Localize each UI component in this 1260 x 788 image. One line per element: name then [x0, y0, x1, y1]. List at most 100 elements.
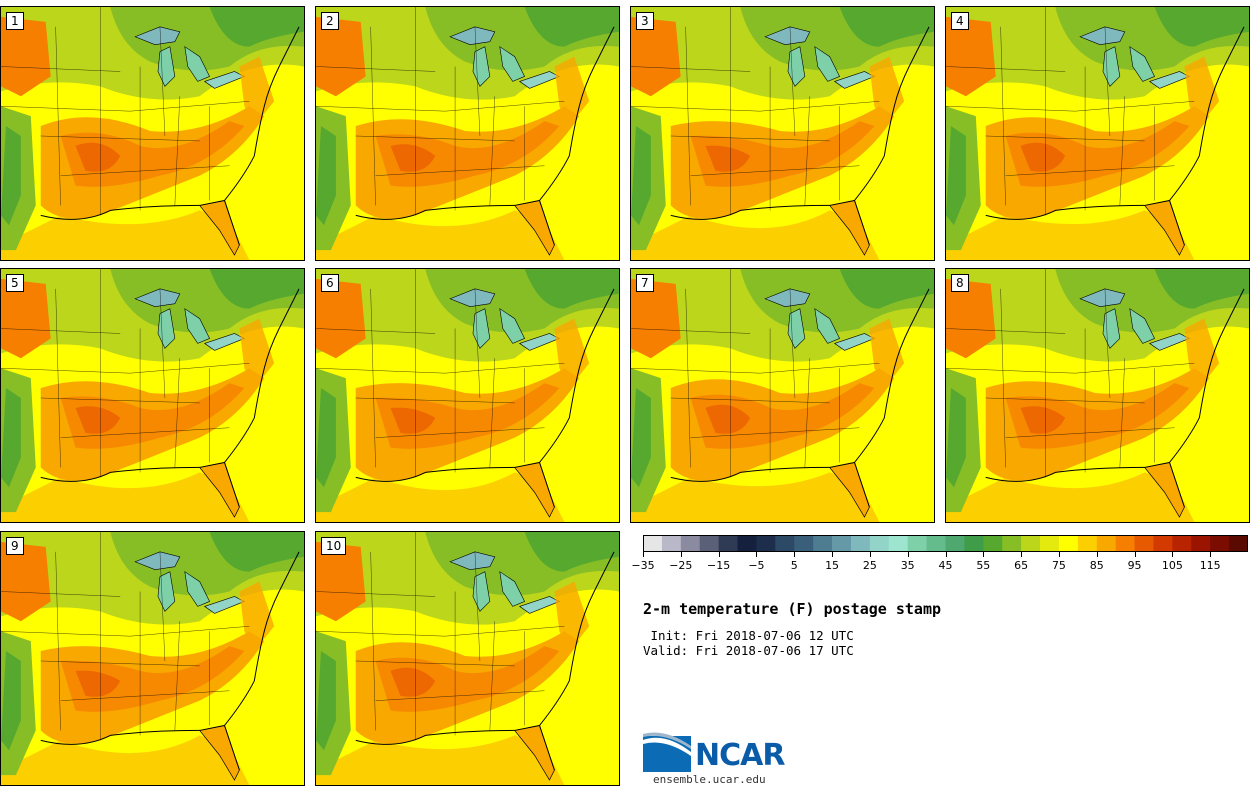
ensemble-member-panel[interactable]: 7 [630, 268, 935, 523]
colorbar-swatch [737, 535, 757, 552]
valid-time: Valid: Fri 2018-07-06 17 UTC [643, 643, 854, 658]
colorbar-swatch [813, 535, 833, 552]
colorbar-tick-mark [1210, 552, 1212, 557]
member-number-label: 4 [951, 12, 969, 30]
colorbar-swatch [1172, 535, 1192, 552]
colorbar-tick-mark [832, 552, 834, 557]
member-number-label: 1 [6, 12, 24, 30]
colorbar-tick-label: 85 [1089, 559, 1104, 572]
colorbar-tick-label: 55 [976, 559, 991, 572]
colorbar-swatch [1115, 535, 1136, 552]
colorbar-tick-mark [983, 552, 985, 557]
temperature-map [631, 269, 934, 522]
temperature-map [1, 532, 304, 785]
colorbar-tick-label: −35 [631, 559, 655, 572]
colorbar-swatch [926, 535, 946, 552]
colorbar-tick-mark [907, 552, 909, 557]
colorbar-swatch [718, 535, 739, 552]
colorbar-tick-label: 45 [938, 559, 953, 572]
colorbar-swatch [832, 535, 852, 552]
member-number-label: 2 [321, 12, 339, 30]
colorbar-swatch [1191, 535, 1211, 552]
colorbar-tick-mark [643, 552, 644, 557]
temperature-map [1, 7, 304, 260]
colorbar-tick-label: 95 [1127, 559, 1142, 572]
temperature-map [316, 7, 619, 260]
ensemble-member-panel[interactable]: 1 [0, 6, 305, 261]
colorbar-tick-mark [1021, 552, 1023, 557]
colorbar-tick-mark [1134, 552, 1136, 557]
colorbar-swatch [964, 535, 984, 552]
colorbar-tick-mark [680, 552, 682, 557]
ensemble-member-panel[interactable]: 3 [630, 6, 935, 261]
colorbar-swatch [1210, 535, 1230, 552]
colorbar-tick-mark [756, 552, 758, 557]
temperature-map [946, 269, 1249, 522]
ensemble-member-panel[interactable]: 8 [945, 268, 1250, 523]
colorbar-swatch [907, 535, 928, 552]
member-number-label: 5 [6, 274, 24, 292]
colorbar-tick-mark [1096, 552, 1098, 557]
colorbar: −35 −25 −15 −5 5 15 25 35 45 55 65 75 85 95 105 115 [631, 535, 1248, 575]
colorbar-tick-label: 115 [1199, 559, 1221, 572]
colorbar-swatch [794, 535, 814, 552]
colorbar-swatch [1153, 535, 1173, 552]
init-time: Init: Fri 2018-07-06 12 UTC [643, 628, 854, 643]
ensemble-member-panel[interactable]: 2 [315, 6, 620, 261]
member-number-label: 10 [321, 537, 347, 555]
colorbar-tick-mark [869, 552, 871, 557]
colorbar-tick-label: −15 [707, 559, 731, 572]
colorbar-tick-label: 75 [1051, 559, 1066, 572]
member-number-label: 7 [636, 274, 654, 292]
colorbar-tick-label: 105 [1161, 559, 1183, 572]
ensemble-member-panel[interactable]: 9 [0, 531, 305, 786]
colorbar-tick-label: 35 [900, 559, 915, 572]
colorbar-swatch [1021, 535, 1041, 552]
colorbar-tick-label: 25 [862, 559, 877, 572]
ncar-logo[interactable]: NCAR ensemble.ucar.edu [643, 728, 803, 788]
colorbar-swatch [661, 535, 682, 552]
colorbar-swatch [888, 535, 909, 552]
colorbar-swatch [1002, 535, 1022, 552]
colorbar-tick-mark [794, 552, 796, 557]
colorbar-swatch [1096, 535, 1117, 552]
ensemble-member-panel[interactable]: 6 [315, 268, 620, 523]
colorbar-swatch [775, 535, 795, 552]
colorbar-swatch [945, 535, 965, 552]
colorbar-swatch [699, 535, 720, 552]
colorbar-tick-label: −25 [669, 559, 693, 572]
temperature-map [1, 269, 304, 522]
temperature-map [316, 532, 619, 785]
temperature-map [631, 7, 934, 260]
ensemble-member-panel[interactable]: 5 [0, 268, 305, 523]
ensemble-member-panel[interactable]: 10 [315, 531, 620, 786]
colorbar-tick-label: 65 [1014, 559, 1029, 572]
colorbar-swatch [643, 535, 663, 552]
colorbar-swatch [1040, 535, 1060, 552]
colorbar-tick-mark [945, 552, 947, 557]
member-number-label: 6 [321, 274, 339, 292]
colorbar-swatch [1229, 535, 1248, 552]
colorbar-tick-mark [1058, 552, 1060, 557]
colorbar-swatch [756, 535, 776, 552]
colorbar-swatch [1134, 535, 1154, 552]
colorbar-tick-mark [1172, 552, 1174, 557]
colorbar-swatches [643, 535, 1248, 552]
ensemble-member-panel[interactable]: 4 [945, 6, 1250, 261]
colorbar-tick-label: 15 [825, 559, 840, 572]
colorbar-swatch [680, 535, 701, 552]
member-number-label: 8 [951, 274, 969, 292]
colorbar-ticks: −35 −25 −15 −5 5 15 25 35 45 55 65 75 85 95 105 115 [631, 552, 1248, 574]
colorbar-swatch [1077, 535, 1098, 552]
ncar-logo-icon [643, 732, 691, 772]
ncar-logo-text: NCAR [695, 738, 785, 773]
colorbar-swatch [869, 535, 890, 552]
chart-title: 2-m temperature (F) postage stamp [643, 600, 942, 618]
temperature-map [316, 269, 619, 522]
colorbar-swatch [1058, 535, 1079, 552]
temperature-map [946, 7, 1249, 260]
colorbar-swatch [983, 535, 1003, 552]
ensemble-url: ensemble.ucar.edu [653, 773, 766, 786]
colorbar-tick-mark [718, 552, 720, 557]
colorbar-tick-label: −5 [748, 559, 765, 572]
